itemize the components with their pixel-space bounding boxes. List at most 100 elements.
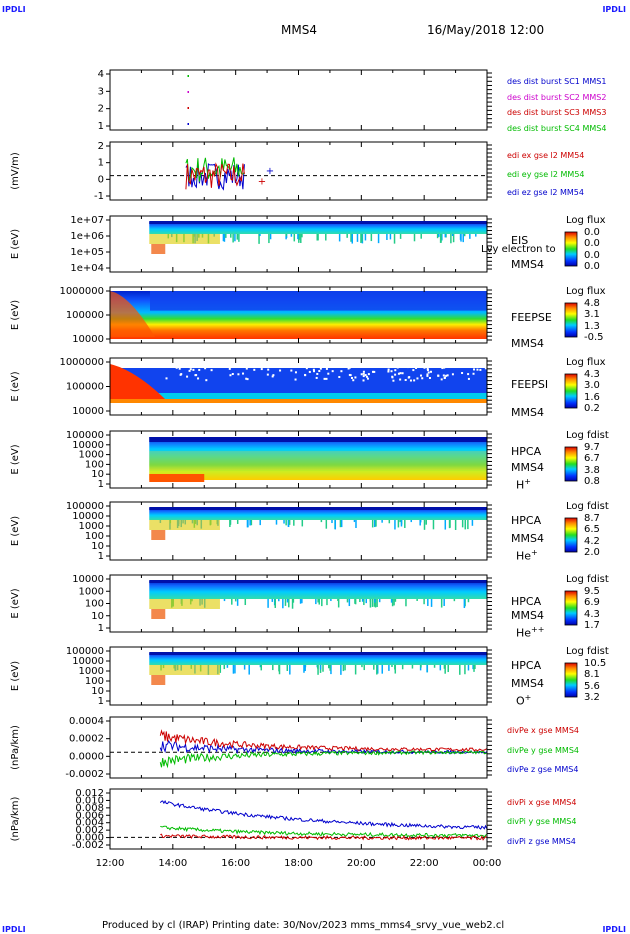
y-tick-burst: 2 bbox=[98, 104, 104, 115]
overlay-label-eis: Lvy electron to bbox=[481, 244, 556, 255]
y-tick-hpca_o: 1 bbox=[98, 696, 104, 707]
y-tick-eis: 1e+07 bbox=[70, 215, 104, 226]
colorbar-eis bbox=[564, 231, 578, 267]
y-tick-feepsi: 100000 bbox=[66, 382, 104, 393]
y-tick-divpi: 0.006 bbox=[75, 810, 104, 821]
heatmap-hpca-h-top bbox=[149, 437, 488, 442]
y-tick-feepse: 10000 bbox=[72, 334, 104, 345]
y-tick-hpca_o: 1000 bbox=[79, 666, 104, 677]
colorbar-value-feepsi-2: 3.0 bbox=[584, 380, 600, 392]
side-instrument-feepse: FEEPSE bbox=[511, 311, 552, 324]
colorbar-value-feepse-1: 4.8 bbox=[584, 298, 600, 309]
species-label-hpca_h: H+ bbox=[516, 477, 531, 492]
colorbar-value-eis-4: 0.0 bbox=[584, 261, 600, 272]
y-tick-burst: 3 bbox=[98, 86, 104, 97]
y-tick-edi: 2 bbox=[98, 141, 104, 152]
side-spacecraft-feepsi: MMS4 bbox=[511, 406, 544, 419]
legend-divpi-2: divPi y gse MMS4 bbox=[507, 817, 577, 827]
heatmap-feepsi-edge bbox=[110, 399, 487, 403]
y-tick-feepsi: 1000000 bbox=[59, 357, 104, 368]
colorbar-value-feepse-4: -0.5 bbox=[584, 332, 604, 343]
colorbar-value-feepsi-1: 4.3 bbox=[584, 369, 600, 380]
y-tick-divpi: 0.008 bbox=[75, 803, 104, 814]
colorbar-value-hpca_he-3: 4.2 bbox=[584, 535, 600, 547]
legend-divpe-3: divPe z gse MMS4 bbox=[507, 765, 579, 775]
side-spacecraft-eis: MMS4 bbox=[511, 258, 544, 271]
frame-divpe bbox=[109, 716, 488, 779]
y-tick-hpca_he: 10 bbox=[91, 541, 104, 552]
heatmap-eis-top bbox=[149, 221, 488, 224]
colorbar-value-hpca_h-4: 0.8 bbox=[584, 476, 600, 487]
colorbar-value-hpca_o-1: 10.5 bbox=[584, 658, 607, 669]
y-tick-feepsi: 10000 bbox=[72, 406, 104, 417]
divpe-series-2 bbox=[159, 749, 487, 769]
legend-divpe-1: divPe x gse MMS4 bbox=[507, 726, 579, 735]
date-title: 16/May/2018 12:00 bbox=[427, 23, 545, 37]
legend-divpi-3: divPi z gse MMS4 bbox=[507, 836, 576, 846]
y-tick-hpca_h: 100 bbox=[85, 459, 104, 470]
divpi-series-3 bbox=[160, 833, 488, 841]
y-tick-edi: 1 bbox=[98, 158, 104, 169]
y-tick-hpca_o: 10 bbox=[91, 686, 104, 697]
colorbar-value-feepsi-3: 1.6 bbox=[584, 391, 600, 403]
footer-credit: Produced by cl (IRAP) Printing date: 30/… bbox=[102, 920, 505, 931]
side-instrument-feepsi: FEEPSI bbox=[511, 378, 549, 391]
y-label-eis: E (eV) bbox=[10, 229, 21, 259]
colorbar-value-hpca_h-1: 9.7 bbox=[584, 442, 600, 453]
heatmap-hpca_o bbox=[149, 653, 488, 665]
heatmap-hpca-h-hot bbox=[149, 474, 205, 482]
colorbar-hpca_hepp bbox=[564, 590, 578, 626]
y-tick-divpi: -0.002 bbox=[72, 840, 104, 851]
y-tick-hpca_he: 1000 bbox=[79, 521, 104, 532]
colorbar-value-eis-3: 0.0 bbox=[584, 249, 600, 261]
colorbar-value-hpca_h-2: 6.7 bbox=[584, 453, 600, 465]
legend-burst-1: des dist burst SC1 MMS1 bbox=[507, 77, 607, 86]
panel-feepsi: 10000 100000 1000000 E (eV) bbox=[10, 357, 492, 417]
colorbar-value-hpca_he-2: 6.5 bbox=[584, 524, 600, 536]
legend-burst-4: des dist burst SC4 MMS4 bbox=[507, 123, 607, 133]
colorbar-title-hpca_he: Log fdist bbox=[566, 501, 609, 512]
y-tick-hpca_he: 10000 bbox=[72, 511, 104, 522]
y-tick-divpi: 0.000 bbox=[75, 833, 104, 844]
y-label-feepsi: E (eV) bbox=[10, 371, 21, 401]
colorbar-title-feepse: Log flux bbox=[566, 286, 606, 297]
divpi-series-1 bbox=[159, 800, 488, 830]
colorbar-title-hpca_h: Log fdist bbox=[566, 430, 609, 441]
legend-edi-1: edi ex gse l2 MM54 bbox=[507, 151, 585, 160]
legend-edi-3: edi ez gse l2 MM54 bbox=[507, 188, 584, 198]
heatmap-hpca_he-top bbox=[149, 507, 488, 510]
colorbar-feepse bbox=[564, 302, 578, 338]
y-label-hpca_h: E (eV) bbox=[10, 444, 21, 474]
colorbar-value-hpca_o-4: 3.2 bbox=[584, 692, 600, 703]
corner-label-tr: IPDLI bbox=[602, 5, 626, 14]
heatmap-hpca_hepp bbox=[149, 581, 488, 599]
side-spacecraft-hpca_h: MMS4 bbox=[511, 461, 544, 474]
edi-series-3 bbox=[185, 162, 245, 190]
y-label-hpca_o: E (eV) bbox=[10, 661, 21, 691]
colorbar-value-hpca_hepp-4: 1.7 bbox=[584, 620, 600, 631]
side-spacecraft-hpca_he: MMS4 bbox=[511, 532, 544, 545]
y-tick-hpca_h: 10000 bbox=[72, 440, 104, 451]
colorbar-value-feepsi-4: 0.2 bbox=[584, 403, 600, 414]
heatmap-feepsi-hot bbox=[110, 364, 165, 399]
colorbar-value-hpca_o-2: 8.1 bbox=[584, 669, 600, 681]
y-tick-divpi: 0.010 bbox=[75, 795, 104, 806]
colorbar-hpca_he bbox=[564, 517, 578, 553]
y-tick-eis: 1e+06 bbox=[70, 231, 104, 242]
y-tick-hpca_he: 1 bbox=[98, 551, 104, 562]
y-tick-hpca_hepp: 10 bbox=[91, 611, 104, 622]
side-spacecraft-feepse: MMS4 bbox=[511, 337, 544, 350]
frame-burst bbox=[109, 69, 488, 131]
colorbar-value-hpca_he-1: 8.7 bbox=[584, 513, 600, 524]
y-tick-divpe: 0.0002 bbox=[69, 734, 104, 745]
corner-label-br: IPDLI bbox=[602, 925, 626, 934]
legend-burst-2: des dist burst SC2 MMS2 bbox=[507, 92, 607, 102]
side-spacecraft-hpca_o: MMS4 bbox=[511, 677, 544, 690]
burst-point-4 bbox=[187, 123, 189, 125]
y-tick-hpca_hepp: 100 bbox=[85, 599, 104, 610]
species-charge-hpca_hepp: ++ bbox=[531, 625, 545, 634]
heatmap-hpca_hepp-top bbox=[149, 580, 488, 583]
